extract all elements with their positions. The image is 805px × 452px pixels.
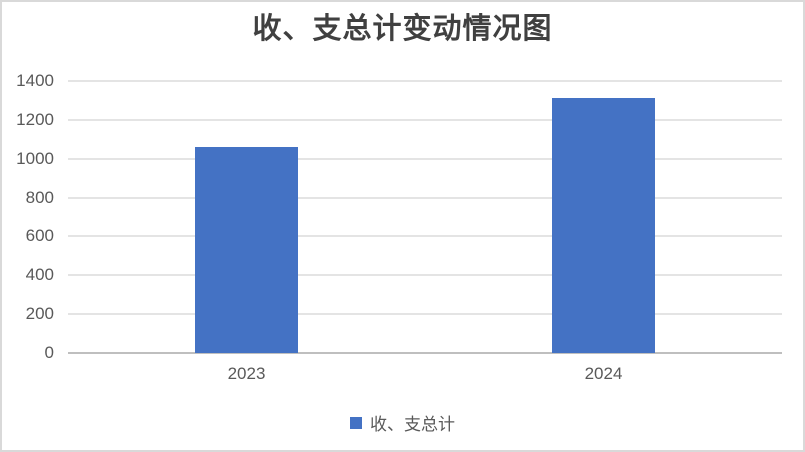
y-axis-label: 600 <box>25 226 54 246</box>
bar-2023 <box>195 147 298 353</box>
x-axis-label: 2024 <box>584 364 623 383</box>
plot-area <box>68 80 782 354</box>
y-axis-label: 800 <box>25 187 54 207</box>
y-axis-label: 400 <box>25 265 54 285</box>
x-axis-line <box>68 352 782 354</box>
y-axis-label: 1400 <box>16 71 54 90</box>
chart-title: 收、支总计变动情况图 <box>252 13 553 45</box>
x-axis-label: 2023 <box>227 364 266 383</box>
y-axis-label: 0 <box>44 343 54 362</box>
gridline <box>68 274 782 277</box>
legend-swatch <box>350 416 362 429</box>
y-axis-label: 1000 <box>16 148 54 168</box>
gridline <box>68 196 782 199</box>
legend: 收、支总计 <box>0 410 805 435</box>
legend-label: 收、支总计 <box>370 415 455 434</box>
gridline <box>68 235 782 238</box>
gridline <box>68 313 782 316</box>
gridline <box>68 118 782 121</box>
y-axis-label: 1200 <box>16 109 54 129</box>
bar-2024 <box>552 97 655 353</box>
y-axis-label: 200 <box>25 304 54 324</box>
gridline <box>68 80 782 82</box>
gridline <box>68 157 782 160</box>
